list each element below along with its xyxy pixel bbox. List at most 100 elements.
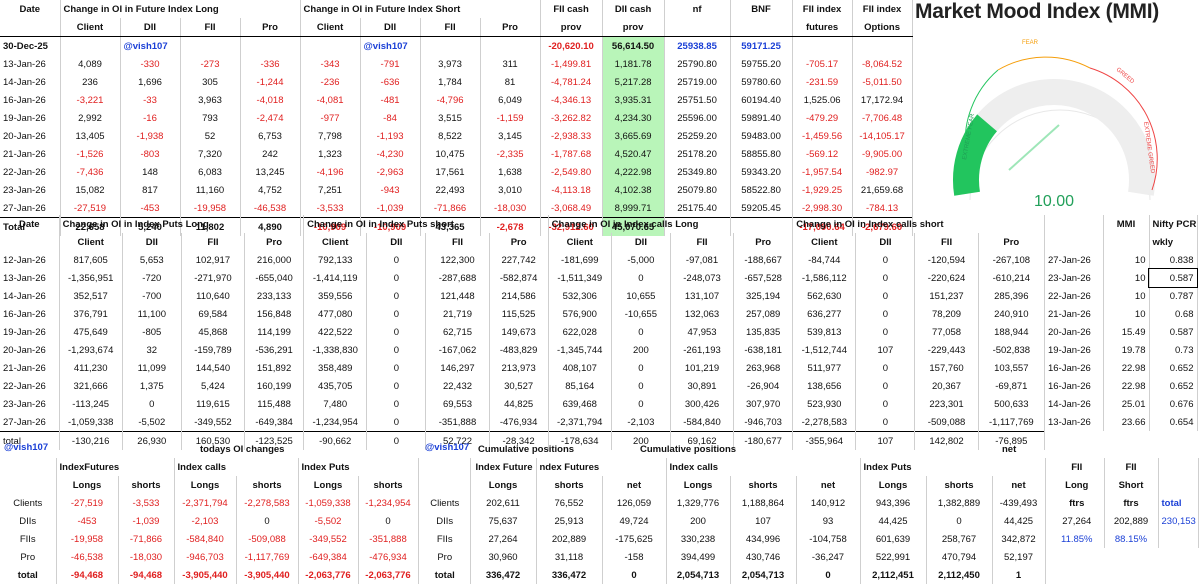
summary-row: Clients 202,611 76,552 126,059 1,329,776 1,18… [420,494,1046,512]
oi-value: 511,977 [792,359,857,377]
oi-value: -705.17 [792,55,853,73]
cell [0,233,60,251]
oi-value: -791 [360,55,421,73]
group-header: Change in OI in Index Puts short [303,215,549,233]
oi-value: 115,488 [244,395,305,413]
oi-value: 0 [366,377,427,395]
oi-value: -1,345,744 [548,341,612,359]
oi-value: 4,752 [240,181,301,199]
oi-value: 1,181.78 [602,55,665,73]
mmi-header: MMI Nifty PCR [1045,215,1198,233]
oi-value: 307,970 [733,395,794,413]
summary-value: 202,611 [470,494,537,512]
summary-value: -3,905,440 [174,566,237,584]
fut-row: 21-Jan-26 -1,526 -803 7,320 242 1,323 -4,230 10… [0,145,913,163]
fut-header-1: Date Change in OI in Future Index Long Cha… [0,0,913,18]
oi-value: -3,068.49 [540,199,603,218]
col-header: Client [548,233,612,251]
oi-value: 0 [855,269,916,287]
summary-value: 44,425 [860,512,927,530]
cell [1103,233,1150,251]
cell [300,36,361,55]
date-header: Date [0,0,61,18]
pcr-value: 0.587 [1148,268,1198,288]
total-value: 107 [855,431,916,450]
oi-value: 3,665.69 [602,127,665,145]
col-header: Longs [298,476,359,494]
pcr-value: 0.676 [1149,395,1198,413]
row-date: 22-Jan-26 [1045,287,1104,305]
summary-value: 1,329,776 [666,494,731,512]
fii-long-short-box: FII FII Long Short ftrs ftrs total 27,264 202… [1050,458,1199,548]
oi-value: -720 [122,269,182,287]
cell [480,36,541,55]
summary-value: -104,758 [796,530,861,548]
oi-value: 4,520.47 [602,145,665,163]
oi-value: 69,584 [181,305,246,323]
col-header: shorts [536,476,603,494]
col-header: shorts [358,476,419,494]
summary-value: -453 [56,512,119,530]
col-header: FII [425,233,490,251]
col-header: FII [670,233,735,251]
oi-value: 0 [366,269,427,287]
summary-value: -46,538 [56,548,119,566]
fut-header-2: Client DII FII Pro Client DII FII Pro prov prov fu… [0,18,913,37]
oi-value: 22,432 [425,377,490,395]
summary-value: -2,063,776 [358,566,419,584]
oi-value: 119,615 [181,395,246,413]
oi-value: 101,219 [670,359,735,377]
summary-value: 31,118 [536,548,603,566]
total-value: 200 [611,431,671,450]
participant-label: DIIs [0,512,57,530]
row-date: 19-Jan-26 [0,109,61,127]
oi-value: -1,586,112 [792,269,857,287]
col-header: Pro [978,233,1046,251]
summary-value: 76,552 [536,494,603,512]
oi-value: -636 [360,73,421,91]
pcr-value: 0.73 [1149,341,1198,359]
oi-value: -610,214 [978,269,1046,287]
oi-value: -2,938.33 [540,127,603,145]
mmi-title: Market Mood Index (MMI) [915,0,1159,23]
oi-value: -9,905.00 [852,145,913,163]
group-header: Change in OI in Index Puts Long [59,215,305,233]
summary-value: 430,746 [730,548,797,566]
oi-value: -1,193 [360,127,421,145]
oi-value: 0 [611,377,671,395]
summary-value: 25,913 [536,512,603,530]
mmi-value: 10 [1103,251,1150,269]
summary-value: -1,117,769 [236,548,299,566]
oi-value: -343 [300,55,361,73]
oi-value: 0 [611,323,671,341]
oi-value: 2,992 [60,109,121,127]
mmi-value: 15.49 [1103,323,1150,341]
oi-value: -481 [360,91,421,109]
mmi-row: 16-Jan-26 22.98 0.652 [1045,359,1198,377]
mmi-row: 13-Jan-26 23.66 0.654 [1045,413,1198,431]
oi-value: -69,871 [978,377,1046,395]
summary-value: -1,234,954 [358,494,419,512]
oi-value: 160,199 [244,377,305,395]
oi-value: 59780.60 [730,73,793,91]
oi-value: 10,475 [420,145,481,163]
oi-value: 817 [120,181,181,199]
summary-value: 107 [730,512,797,530]
oi-value: 305 [180,73,241,91]
oi-value: 213,973 [489,359,549,377]
summary-value: 2,054,713 [666,566,731,584]
summary-value: 49,724 [602,512,667,530]
oi-value: -271,970 [181,269,246,287]
oi-value: 17,172.94 [852,91,913,109]
oi-value: 4,102.38 [602,181,665,199]
oi-value: 10,655 [611,287,671,305]
oi-value: -2,998.30 [792,199,853,218]
col-header: FII [914,233,979,251]
oi-value: -16 [120,109,181,127]
oi-value: -1,244 [240,73,301,91]
row-date: 20-Jan-26 [1045,323,1104,341]
col-header: Client [792,233,857,251]
mmi-value: 10.00 [1034,193,1074,210]
col-header: Pro [240,18,301,37]
oi-value: -10,655 [611,305,671,323]
